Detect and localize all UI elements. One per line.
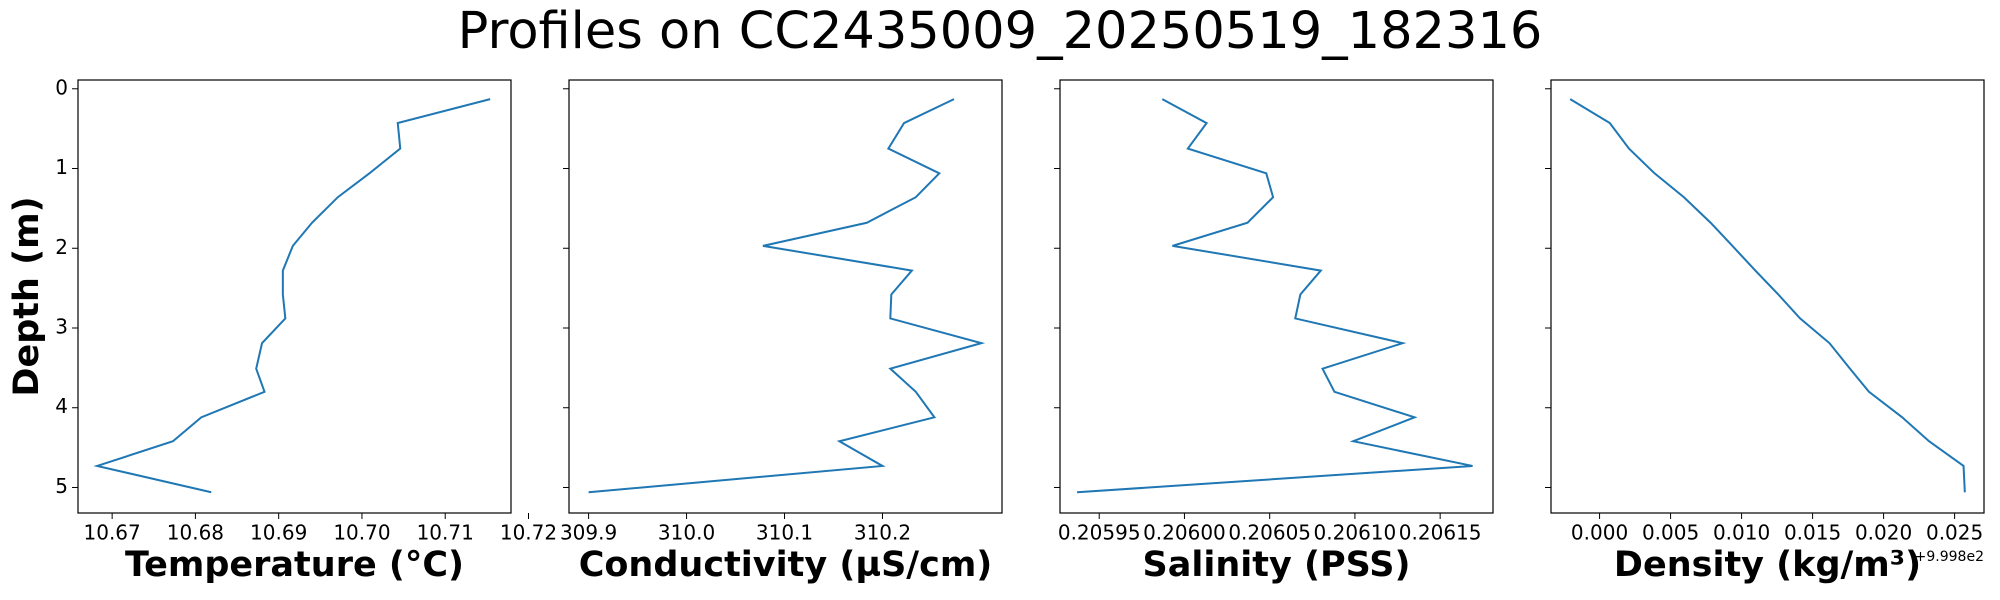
axes-frame <box>1059 79 1494 514</box>
x-tick-label: 10.67 <box>84 521 141 545</box>
profile-line <box>1076 98 1473 494</box>
x-tick-label: 0.000 <box>1571 521 1628 545</box>
axes-frame <box>77 79 512 514</box>
y-tick-label: 0 <box>55 75 68 99</box>
x-tick-label: 0.010 <box>1713 521 1770 545</box>
profile-line <box>93 98 491 494</box>
y-axis-label: Depth (m) <box>7 196 47 396</box>
y-tick-label: 2 <box>55 235 68 259</box>
y-tick-label: 4 <box>55 394 68 418</box>
x-axis-label: Conductivity (µS/cm) <box>579 545 993 585</box>
offset-text: +9.998e2 <box>1915 549 1984 565</box>
x-tick-label: 309.9 <box>560 521 617 545</box>
x-axis-label: Density (kg/m³) <box>1614 545 1921 585</box>
figure-title: Profiles on CC2435009_20250519_182316 <box>458 2 1543 61</box>
x-tick-label: 10.68 <box>167 521 224 545</box>
y-tick-label: 3 <box>55 314 68 338</box>
x-axis-label: Salinity (PSS) <box>1143 545 1411 585</box>
x-tick-label: 0.20595 <box>1058 521 1141 545</box>
x-axis-label: Temperature (°C) <box>125 545 464 585</box>
x-tick-label: 0.20615 <box>1399 521 1482 545</box>
x-tick-label: 0.20605 <box>1228 521 1311 545</box>
x-tick-label: 310.1 <box>756 521 813 545</box>
x-tick-label: 310.2 <box>854 521 911 545</box>
y-tick-label: 1 <box>55 155 68 179</box>
x-tick-label: 0.020 <box>1855 521 1912 545</box>
x-tick-label: 310.0 <box>658 521 715 545</box>
profile-line <box>588 98 986 494</box>
x-tick-label: 0.20610 <box>1314 521 1397 545</box>
axes-frame <box>568 79 1003 514</box>
x-tick-label: 0.025 <box>1926 521 1983 545</box>
x-tick-label: 0.20600 <box>1143 521 1226 545</box>
x-tick-label: 10.69 <box>250 521 307 545</box>
x-tick-label: 10.72 <box>500 521 557 545</box>
y-tick-label: 5 <box>55 474 68 498</box>
profile-line <box>1569 98 1966 493</box>
axes-frame <box>1550 79 1985 514</box>
x-tick-label: 10.70 <box>333 521 390 545</box>
x-tick-label: 0.015 <box>1784 521 1841 545</box>
x-tick-label: 10.71 <box>417 521 474 545</box>
x-tick-label: 0.005 <box>1642 521 1699 545</box>
